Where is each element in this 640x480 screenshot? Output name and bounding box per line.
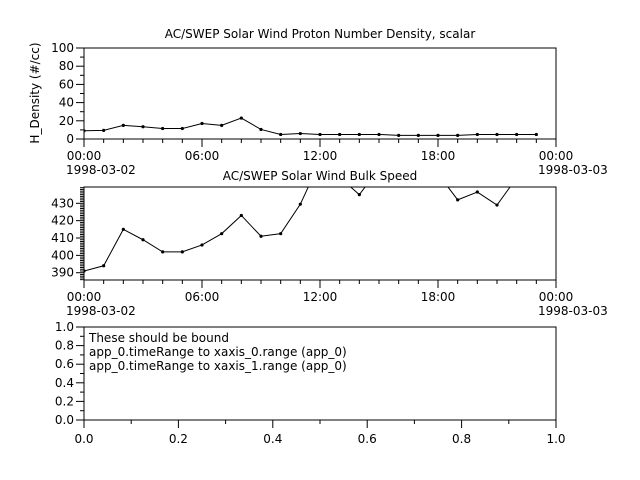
data-point: [515, 176, 518, 179]
data-point: [220, 123, 224, 127]
data-point: [259, 127, 263, 132]
speed-ylabel: SW_H_Speed (km/s): [28, 172, 42, 292]
y-tick-label: 0: [66, 132, 74, 146]
data-point: [318, 132, 322, 137]
data-point: [338, 132, 342, 137]
data-point: [475, 190, 479, 194]
annotation-line-1: These should be bound: [88, 331, 229, 345]
annotation-line-2: app_0.timeRange to xaxis_0.range (app_0): [89, 345, 347, 359]
x-tick-label: 0.6: [358, 432, 377, 446]
data-point: [180, 250, 184, 254]
y-tick-label: 1.0: [55, 320, 74, 334]
data-point: [84, 269, 86, 273]
y-tick-label: 40: [59, 96, 74, 110]
x-tick-label: 0.2: [169, 432, 188, 446]
data-point: [436, 133, 440, 137]
x-date-label: 1998-03-02: [66, 304, 136, 318]
series-line: [84, 187, 511, 272]
x-tick-label: 18:00: [421, 149, 456, 163]
y-tick-label: 60: [59, 77, 74, 91]
x-tick-label: 00:00: [67, 149, 102, 163]
y-tick-label: 0.6: [55, 357, 74, 371]
y-tick-label: 0.0: [55, 413, 74, 427]
x-date-label: 1998-03-03: [538, 163, 608, 177]
data-point: [161, 126, 165, 131]
data-point: [220, 232, 224, 236]
x-tick-label: 18:00: [421, 290, 456, 304]
data-point: [279, 132, 283, 137]
data-point: [456, 133, 460, 137]
data-point: [161, 250, 165, 254]
data-point: [259, 234, 263, 238]
data-point: [141, 238, 145, 242]
x-tick-label: 00:00: [67, 290, 102, 304]
data-point: [377, 132, 381, 137]
density-title: AC/SWEP Solar Wind Proton Number Density…: [165, 27, 476, 41]
speed-title: AC/SWEP Solar Wind Bulk Speed: [223, 169, 417, 183]
data-point: [495, 132, 499, 137]
data-point: [298, 202, 302, 206]
x-tick-label: 00:00: [539, 290, 574, 304]
binding-panel: 0.0 0.2 0.4 0.6 0.8 1.0 0.0 0.2 0.4 0.6 0.8 1.0: [55, 320, 566, 446]
data-point: [102, 128, 106, 132]
y-tick-label: 430: [51, 196, 74, 210]
data-point: [200, 243, 204, 247]
data-point: [456, 198, 460, 202]
x-tick-label: 12:00: [303, 290, 338, 304]
x-tick-label: 0.8: [452, 432, 471, 446]
plot-frame: [83, 47, 557, 140]
series-line: [84, 117, 537, 136]
data-point: [121, 227, 125, 231]
x-date-label: 1998-03-03: [538, 304, 608, 318]
data-point: [475, 132, 479, 137]
y-tick-label: 420: [51, 214, 74, 228]
y-tick-label: 80: [59, 59, 74, 73]
data-point: [180, 126, 184, 131]
data-point: [397, 133, 401, 137]
data-point: [357, 193, 361, 197]
data-point: [495, 203, 499, 207]
data-point: [102, 264, 106, 268]
plot-frame: [83, 186, 557, 281]
x-tick-label: 0.4: [263, 432, 282, 446]
y-tick-label: 400: [51, 248, 74, 262]
y-tick-label: 20: [59, 114, 74, 128]
data-point: [534, 132, 538, 137]
data-point: [121, 123, 125, 127]
y-tick-label: 410: [51, 231, 74, 245]
y-tick-label: 0.2: [55, 394, 74, 408]
x-date-label: 1998-03-02: [66, 163, 136, 177]
data-point: [279, 232, 283, 236]
y-tick-label: 390: [51, 266, 74, 280]
x-tick-label: 12:00: [303, 149, 338, 163]
x-tick-label: 1.0: [546, 432, 565, 446]
data-point: [298, 131, 302, 136]
data-point: [239, 116, 243, 120]
data-point: [84, 129, 86, 133]
x-tick-label: 06:00: [185, 290, 220, 304]
y-tick-label: 0.8: [55, 339, 74, 353]
y-tick-label: 0.4: [55, 376, 74, 390]
data-point: [141, 125, 145, 129]
density-ylabel: H_Density (#/cc): [28, 42, 42, 143]
data-point: [239, 213, 243, 218]
x-tick-label: 06:00: [185, 149, 220, 163]
data-point: [357, 132, 361, 137]
data-point: [436, 172, 439, 175]
x-tick-label: 0.0: [74, 432, 93, 446]
y-tick-label: 100: [51, 41, 74, 55]
x-tick-label: 00:00: [539, 149, 574, 163]
data-point: [200, 121, 204, 126]
data-point: [515, 132, 519, 137]
annotation-line-3: app_0.timeRange to xaxis_1.range (app_0): [89, 359, 347, 373]
data-point: [416, 133, 420, 137]
